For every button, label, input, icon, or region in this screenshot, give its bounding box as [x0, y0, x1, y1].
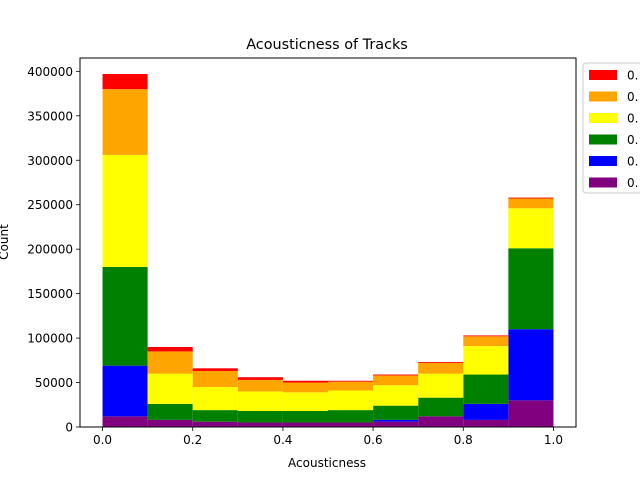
bar-series-1-bin-10: [508, 400, 554, 427]
y-tick-label: 50000: [35, 376, 73, 390]
y-tick-label: 250000: [27, 198, 73, 212]
bar-series-5-bin-7: [373, 375, 419, 386]
bar-series-5-bin-4: [237, 379, 283, 392]
x-tick-label: 0.8: [454, 433, 473, 447]
bar-series-2-bin-7: [373, 419, 419, 422]
bar-series-6-bin-2: [147, 346, 193, 352]
bar-series-6-bin-4: [237, 377, 283, 380]
bars-group: [102, 74, 554, 427]
bar-series-1-bin-2: [147, 419, 193, 427]
bar-series-2-bin-10: [508, 329, 554, 401]
y-tick-label: 350000: [27, 109, 73, 123]
bar-series-1-bin-7: [373, 421, 419, 427]
bar-series-1-bin-8: [418, 416, 464, 427]
bar-series-6-bin-8: [418, 362, 464, 363]
bar-series-6-bin-5: [282, 380, 328, 383]
x-tick-label: 0.6: [364, 433, 383, 447]
bar-series-4-bin-1: [102, 154, 148, 267]
bar-series-6-bin-1: [102, 74, 148, 90]
legend-swatch: [589, 91, 617, 102]
legend: 0. 0. 0. 0. 0. 0.: [582, 62, 640, 194]
bar-series-3-bin-5: [282, 410, 328, 423]
bar-series-1-bin-1: [102, 416, 148, 427]
bar-series-5-bin-5: [282, 382, 328, 393]
legend-label: 0.: [627, 90, 638, 104]
bar-series-6-bin-10: [508, 197, 554, 199]
bar-series-1-bin-6: [328, 422, 374, 427]
chart-title: Acousticness of Tracks: [246, 37, 408, 53]
x-tick-label: 0.2: [183, 433, 202, 447]
bar-series-5-bin-3: [192, 370, 238, 387]
y-axis-label: Count: [0, 224, 11, 260]
bar-series-4-bin-10: [508, 208, 554, 249]
bar-series-4-bin-4: [237, 391, 283, 411]
bar-series-6-bin-3: [192, 368, 238, 371]
bar-series-3-bin-3: [192, 410, 238, 422]
y-tick-label: 400000: [27, 65, 73, 79]
bar-series-3-bin-1: [102, 266, 148, 366]
bar-series-1-bin-9: [463, 419, 509, 427]
legend-box: [582, 62, 640, 194]
y-tick-label: 0: [65, 421, 73, 435]
legend-swatch: [589, 156, 617, 166]
bar-series-3-bin-9: [463, 374, 509, 404]
bar-series-4-bin-7: [373, 385, 419, 406]
bar-series-4-bin-6: [328, 390, 374, 411]
bar-series-3-bin-6: [328, 410, 374, 423]
x-axis: 0.0 0.2 0.4 0.6 0.8 1.0: [93, 427, 563, 447]
x-axis-label: Acousticness: [288, 456, 366, 470]
bar-series-1-bin-5: [282, 422, 328, 427]
bar-series-2-bin-9: [463, 403, 509, 420]
bar-series-4-bin-8: [418, 373, 464, 398]
bar-series-4-bin-3: [192, 386, 238, 411]
bar-series-2-bin-1: [102, 365, 148, 417]
bar-series-6-bin-9: [463, 335, 509, 337]
bar-series-4-bin-9: [463, 346, 509, 375]
x-tick-label: 0.4: [273, 433, 292, 447]
legend-label: 0.: [627, 176, 638, 190]
bar-series-3-bin-10: [508, 248, 554, 330]
bar-series-3-bin-8: [418, 397, 464, 417]
bar-series-1-bin-3: [192, 421, 238, 427]
bar-series-6-bin-6: [328, 380, 374, 382]
legend-swatch: [589, 134, 617, 145]
bar-series-3-bin-7: [373, 405, 419, 420]
bar-series-6-bin-7: [373, 374, 419, 376]
bar-series-5-bin-10: [508, 198, 554, 209]
legend-swatch: [589, 70, 617, 80]
bar-series-3-bin-4: [237, 410, 283, 423]
legend-swatch: [589, 177, 617, 188]
y-tick-label: 300000: [27, 154, 73, 168]
bar-series-3-bin-2: [147, 403, 193, 420]
bar-series-4-bin-2: [147, 373, 193, 404]
bar-series-5-bin-6: [328, 381, 374, 391]
bar-series-5-bin-2: [147, 351, 193, 374]
legend-label: 0.: [627, 112, 638, 126]
y-tick-label: 150000: [27, 287, 73, 301]
bar-series-5-bin-1: [102, 89, 148, 155]
bar-series-1-bin-4: [237, 422, 283, 427]
legend-label: 0.: [627, 133, 638, 147]
legend-label: 0.: [627, 155, 638, 169]
legend-label: 0.: [627, 69, 638, 83]
y-tick-label: 100000: [27, 332, 73, 346]
x-tick-label: 1.0: [544, 433, 563, 447]
bar-series-5-bin-9: [463, 336, 509, 347]
x-tick-label: 0.0: [93, 433, 112, 447]
plot-frame: [79, 57, 577, 428]
y-axis: 0 50000 100000 150000 200000 250000 300000 3500…: [27, 65, 80, 435]
bar-series-4-bin-5: [282, 392, 328, 411]
bar-series-5-bin-8: [418, 362, 464, 374]
legend-swatch: [589, 113, 617, 123]
y-tick-label: 200000: [27, 243, 73, 257]
